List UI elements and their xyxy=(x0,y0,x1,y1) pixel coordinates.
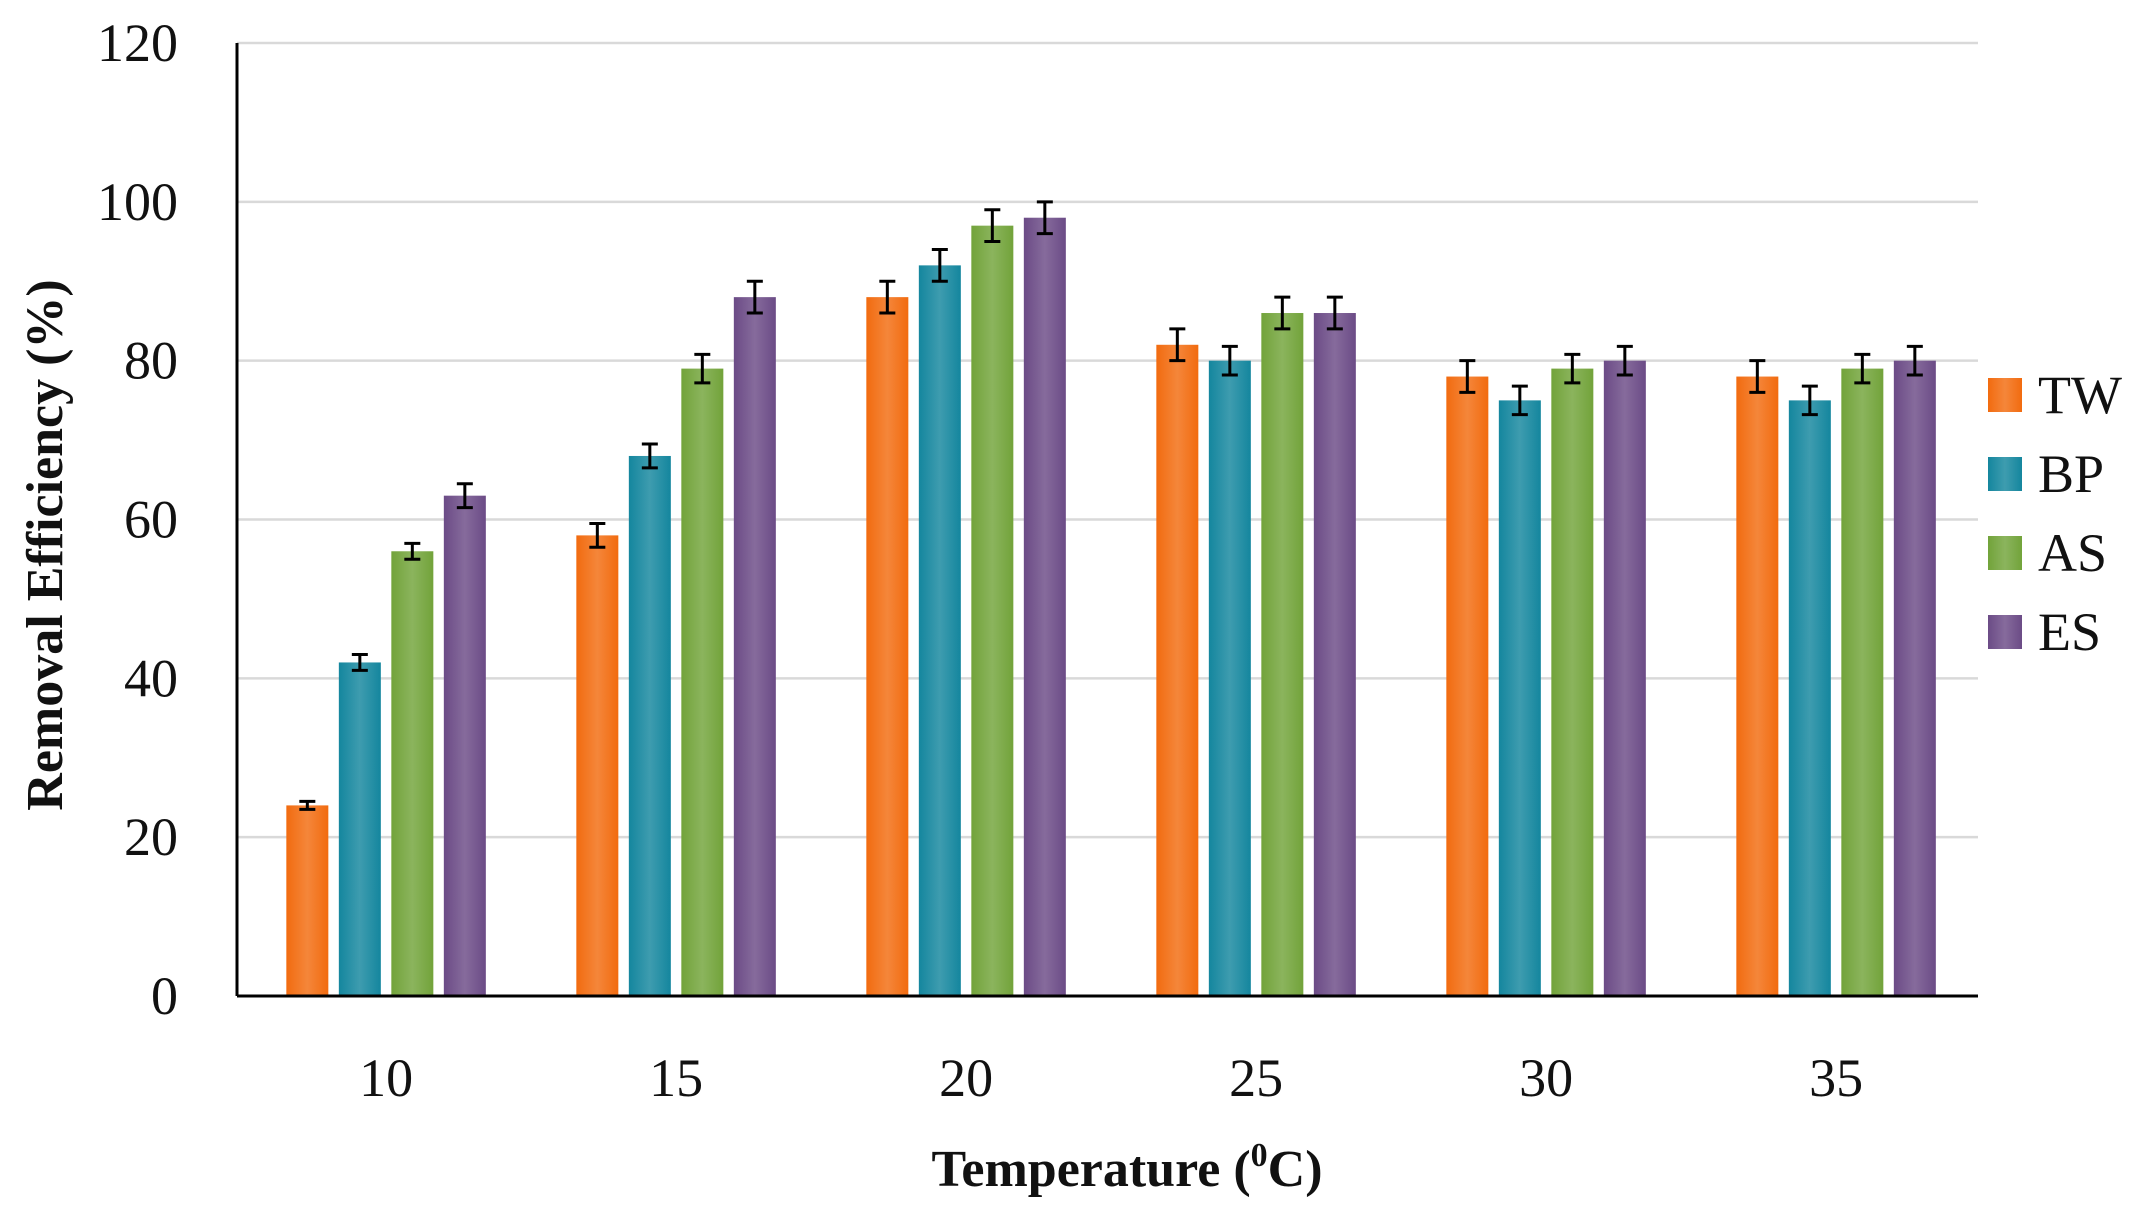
x-tick-labels: 10 15 20 25 30 35 xyxy=(359,1048,1863,1108)
error-bar-bp-25 xyxy=(1221,344,1238,377)
error-bar-tw-35 xyxy=(1749,359,1766,394)
error-bar-es-30 xyxy=(1616,344,1633,377)
error-bar-as-10 xyxy=(404,541,421,561)
x-axis-title-main: Temperature ( xyxy=(931,1141,1250,1198)
x-tick-label: 35 xyxy=(1809,1048,1863,1108)
bar-es-15 xyxy=(733,297,776,997)
error-bar-bp-15 xyxy=(641,442,658,470)
error-bar-bp-20 xyxy=(931,247,948,283)
error-bar-tw-10 xyxy=(299,799,316,811)
bar-as-25 xyxy=(1261,313,1304,996)
bar-es-35 xyxy=(1893,360,1936,997)
error-bar-bp-35 xyxy=(1801,384,1818,417)
y-tick-label: 120 xyxy=(97,13,178,73)
error-bar-as-30 xyxy=(1564,352,1581,385)
bar-es-25 xyxy=(1313,313,1356,996)
bar-bp-25 xyxy=(1208,360,1251,997)
y-tick-label: 80 xyxy=(124,331,178,391)
legend-item-tw: TW xyxy=(1988,365,2122,425)
x-axis-title: Temperature (0C) xyxy=(931,1137,1322,1198)
error-bar-tw-25 xyxy=(1169,327,1186,363)
error-bar-tw-30 xyxy=(1459,359,1476,394)
bar-as-20 xyxy=(971,225,1014,997)
y-tick-label: 40 xyxy=(124,648,178,708)
bar-tw-35 xyxy=(1736,376,1779,996)
legend-swatch xyxy=(1988,615,2022,649)
legend-swatch xyxy=(1988,457,2022,491)
legend-swatch xyxy=(1988,536,2022,570)
error-bar-es-20 xyxy=(1036,200,1053,236)
bar-as-15 xyxy=(681,368,724,996)
x-tick-label: 30 xyxy=(1519,1048,1573,1108)
bar-tw-15 xyxy=(576,535,619,996)
y-tick-label: 100 xyxy=(97,172,178,232)
legend: TW BP AS ES xyxy=(1988,365,2122,662)
bar-tw-20 xyxy=(866,297,909,997)
y-axis-title: Removal Efficiency (%) xyxy=(17,279,74,810)
bar-tw-10 xyxy=(286,805,329,996)
bar-bp-20 xyxy=(918,265,961,996)
bars xyxy=(286,217,1936,997)
legend-item-as: AS xyxy=(1988,523,2107,583)
legend-label: ES xyxy=(2038,602,2101,662)
bar-as-30 xyxy=(1551,368,1594,996)
x-tick-label: 25 xyxy=(1229,1048,1283,1108)
error-bar-as-20 xyxy=(984,208,1001,244)
axes xyxy=(235,43,1978,998)
bar-bp-15 xyxy=(628,455,671,996)
y-tick-label: 60 xyxy=(124,490,178,550)
error-bar-as-35 xyxy=(1854,352,1871,385)
error-bar-es-10 xyxy=(456,482,473,510)
bar-tw-25 xyxy=(1156,344,1199,996)
bar-es-20 xyxy=(1023,217,1066,996)
y-tick-label: 0 xyxy=(151,966,178,1026)
legend-label: BP xyxy=(2038,444,2104,504)
legend-label: TW xyxy=(2038,365,2122,425)
error-bar-as-25 xyxy=(1274,295,1291,331)
legend-item-es: ES xyxy=(1988,602,2101,662)
error-bar-bp-10 xyxy=(351,653,368,672)
legend-item-bp: BP xyxy=(1988,444,2104,504)
bar-es-30 xyxy=(1603,360,1646,997)
bar-bp-30 xyxy=(1498,400,1541,996)
legend-swatch xyxy=(1988,378,2022,412)
bar-bp-35 xyxy=(1788,400,1831,996)
legend-label: AS xyxy=(2038,523,2107,583)
error-bar-es-25 xyxy=(1326,295,1343,331)
gridlines xyxy=(237,41,1978,839)
error-bar-tw-15 xyxy=(589,521,606,549)
error-bar-bp-30 xyxy=(1511,384,1528,417)
error-bar-es-15 xyxy=(746,279,763,315)
bar-es-10 xyxy=(443,495,486,996)
error-bar-tw-20 xyxy=(879,279,896,315)
error-bars xyxy=(299,200,1923,811)
x-axis-title-superscript: 0 xyxy=(1251,1137,1268,1174)
x-tick-label: 20 xyxy=(939,1048,993,1108)
bar-as-10 xyxy=(391,551,434,996)
error-bar-as-15 xyxy=(694,352,711,385)
bar-tw-30 xyxy=(1446,376,1489,996)
y-tick-labels: 0 20 40 60 80 100 120 xyxy=(97,13,178,1026)
error-bar-es-35 xyxy=(1906,344,1923,377)
x-tick-label: 15 xyxy=(649,1048,703,1108)
y-tick-label: 20 xyxy=(124,807,178,867)
bar-as-35 xyxy=(1841,368,1884,996)
x-tick-label: 10 xyxy=(359,1048,413,1108)
bar-bp-10 xyxy=(338,662,381,996)
x-axis-title-unit: C) xyxy=(1268,1141,1323,1198)
